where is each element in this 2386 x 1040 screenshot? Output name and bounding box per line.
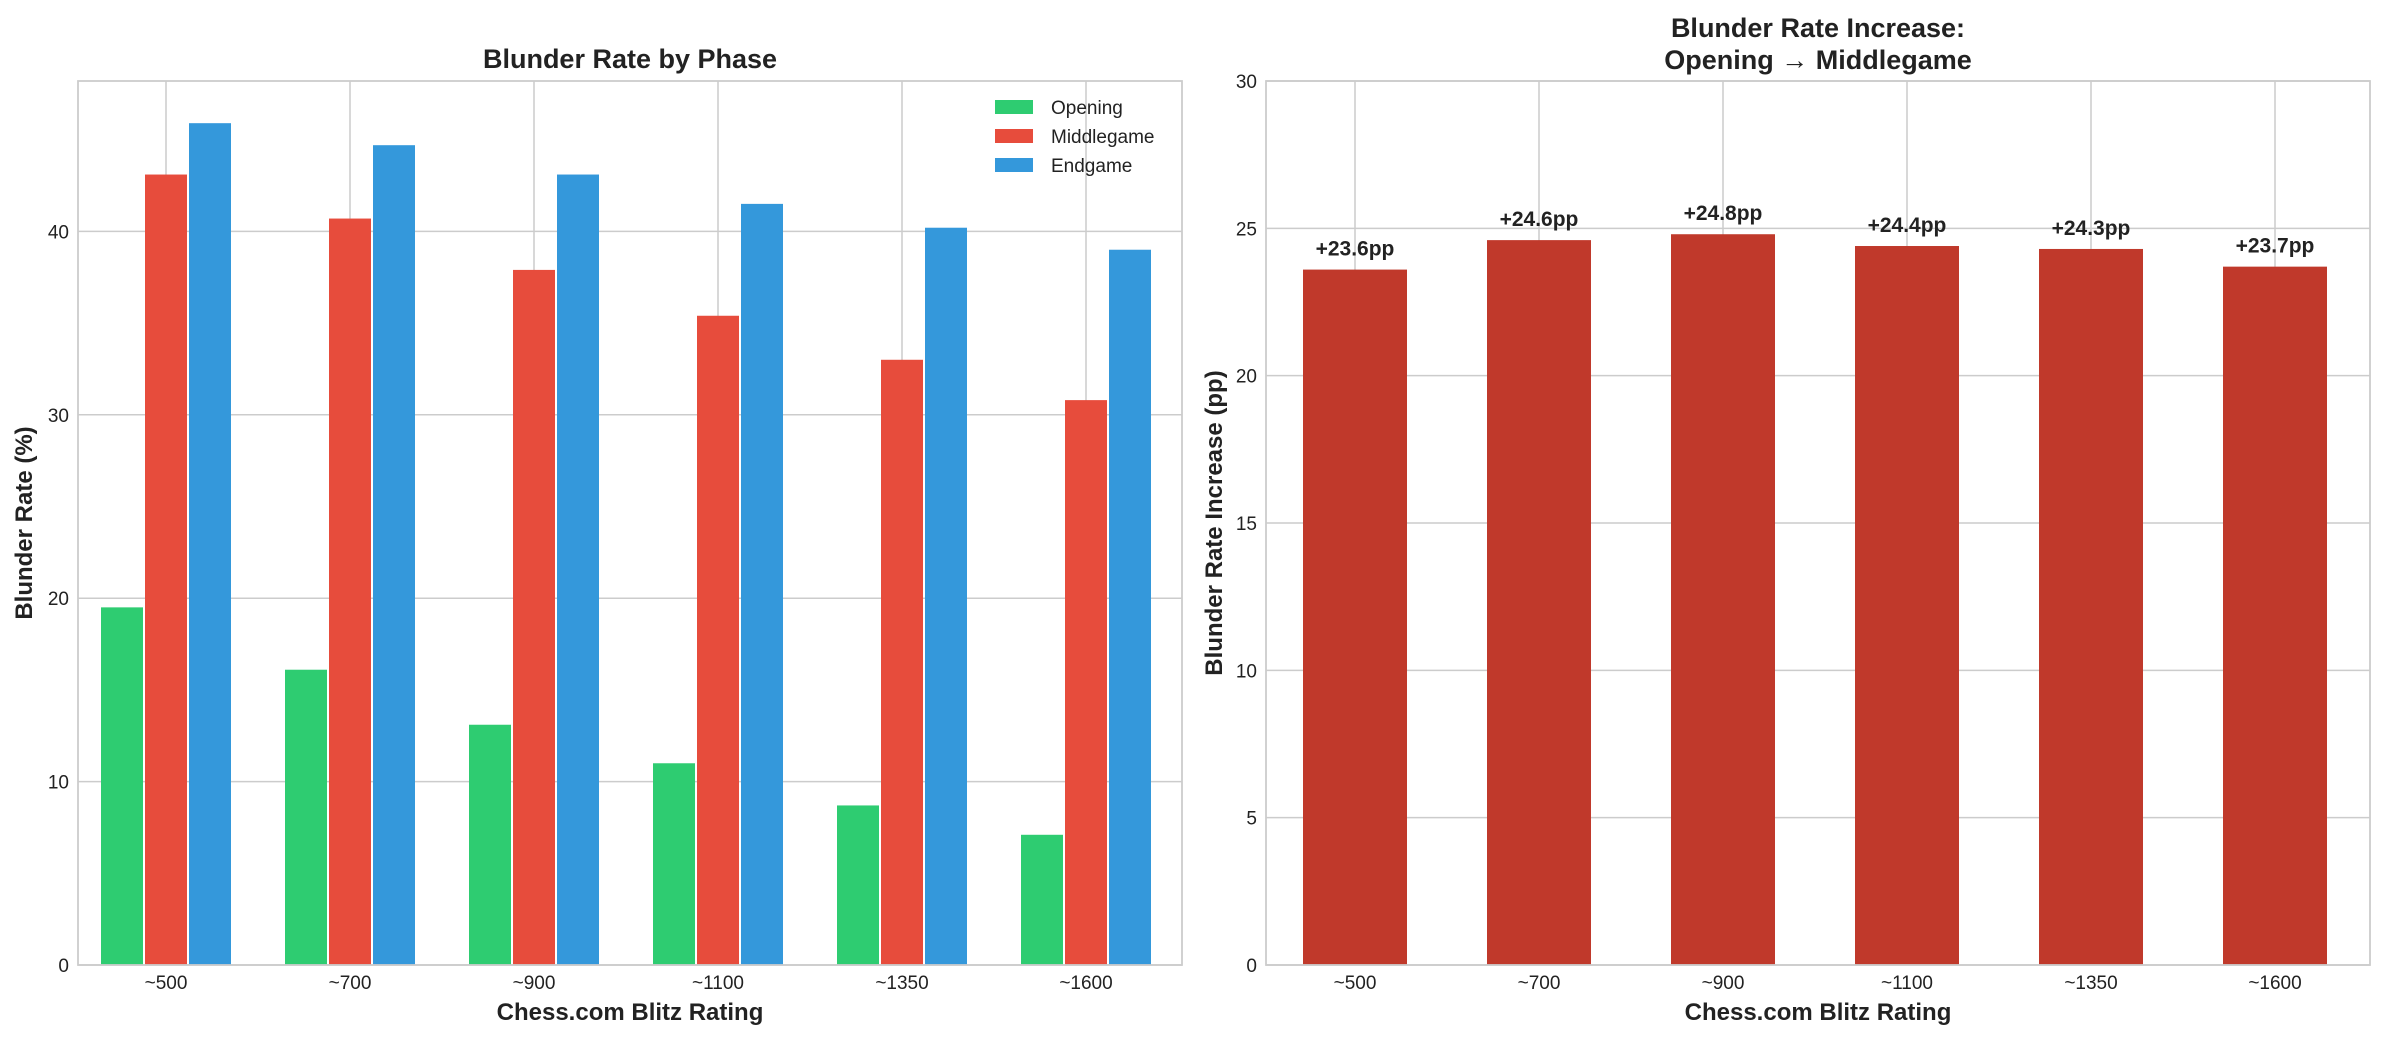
x-tick-label: ~1600 [2248,973,2301,994]
bar-value-~1100 [1855,246,1959,966]
bar-endgame-~900 [557,174,599,965]
x-tick-label: ~900 [1702,973,1745,994]
bar-endgame-~1350 [925,227,967,965]
y-tick-label: 30 [48,406,69,427]
bar-opening-~700 [285,669,327,965]
y-tick-label: 30 [1236,72,1257,93]
y-tick-label: 20 [1236,367,1257,388]
plot-frame [1265,80,2371,966]
bar-data-label: +24.3pp [2052,217,2131,240]
bar-value-~900 [1671,234,1775,965]
plot-frame [77,80,1183,966]
left-chart-blunder-rate-by-phase: 0 10 20 30 40 ~500 ~700 ~900 ~1100 ~1350 ~1600 Ches… [11,44,1183,1026]
legend: Opening Middlegame Endgame [995,98,1155,177]
bar-value-~500 [1303,269,1407,965]
y-tick-label: 0 [58,956,69,977]
y-tick-label: 5 [1246,809,1257,830]
bar-data-label: +24.6pp [1500,208,1579,231]
x-tick-label: ~500 [1334,973,1377,994]
bar-opening-~900 [469,724,511,965]
bar-middlegame-~1600 [1065,400,1107,965]
bar-data-label: +23.7pp [2236,235,2315,258]
x-tick-label: ~700 [1518,973,1561,994]
y-tick-label: 10 [48,773,69,794]
x-tick-label: ~700 [329,973,372,994]
bar-value-~700 [1487,240,1591,965]
legend-label-opening: Opening [1051,98,1123,119]
legend-label-middlegame: Middlegame [1051,127,1155,148]
y-axis-label: Blunder Rate Increase (pp) [1201,370,1228,675]
bar-value-~1350 [2039,248,2143,965]
x-axis-label: Chess.com Blitz Rating [497,999,764,1026]
bar-data-label: +23.6pp [1316,238,1395,261]
bar-endgame-~1100 [741,203,783,966]
bar-middlegame-~1100 [697,315,739,965]
bar-data-label: +24.4pp [1868,214,1947,237]
legend-swatch-endgame [995,158,1033,172]
bar-endgame-~500 [189,123,231,966]
legend-label-endgame: Endgame [1051,156,1132,177]
x-tick-label: ~1350 [2064,973,2117,994]
bar-opening-~1100 [653,763,695,965]
y-tick-label: 25 [1236,219,1257,240]
x-tick-label: ~1100 [1881,973,1933,994]
legend-swatch-opening [995,100,1033,114]
bar-opening-~1350 [837,805,879,965]
y-tick-label: 40 [48,222,69,243]
legend-swatch-middlegame [995,129,1033,143]
bar-middlegame-~700 [329,218,371,965]
x-tick-label: ~500 [145,973,188,994]
right-chart-blunder-rate-increase: +23.6pp +24.6pp +24.8pp +24.4pp +24.3pp +23.7… [1201,13,2371,1026]
y-tick-label: 0 [1246,956,1257,977]
x-tick-label: ~1600 [1059,973,1112,994]
y-tick-label: 15 [1236,514,1257,535]
x-tick-label: ~1350 [875,973,928,994]
x-axis-label: Chess.com Blitz Rating [1685,999,1952,1026]
chart-title: Blunder Rate by Phase [483,44,777,74]
y-axis-label: Blunder Rate (%) [11,426,38,619]
bar-value-~1600 [2223,266,2327,965]
bar-opening-~1600 [1021,834,1063,965]
bar-middlegame-~900 [513,269,555,966]
x-tick-label: ~1100 [692,973,744,994]
y-tick-label: 20 [48,589,69,610]
bar-endgame-~700 [373,145,415,966]
bar-middlegame-~1350 [881,359,923,965]
x-tick-label: ~900 [513,973,556,994]
y-tick-label: 10 [1236,661,1257,682]
bar-opening-~500 [101,607,143,965]
bar-middlegame-~500 [145,174,187,965]
bar-data-label: +24.8pp [1684,202,1763,225]
chart-title: Blunder Rate Increase: Opening → Middlega… [1664,13,1972,75]
bar-endgame-~1600 [1109,249,1151,965]
